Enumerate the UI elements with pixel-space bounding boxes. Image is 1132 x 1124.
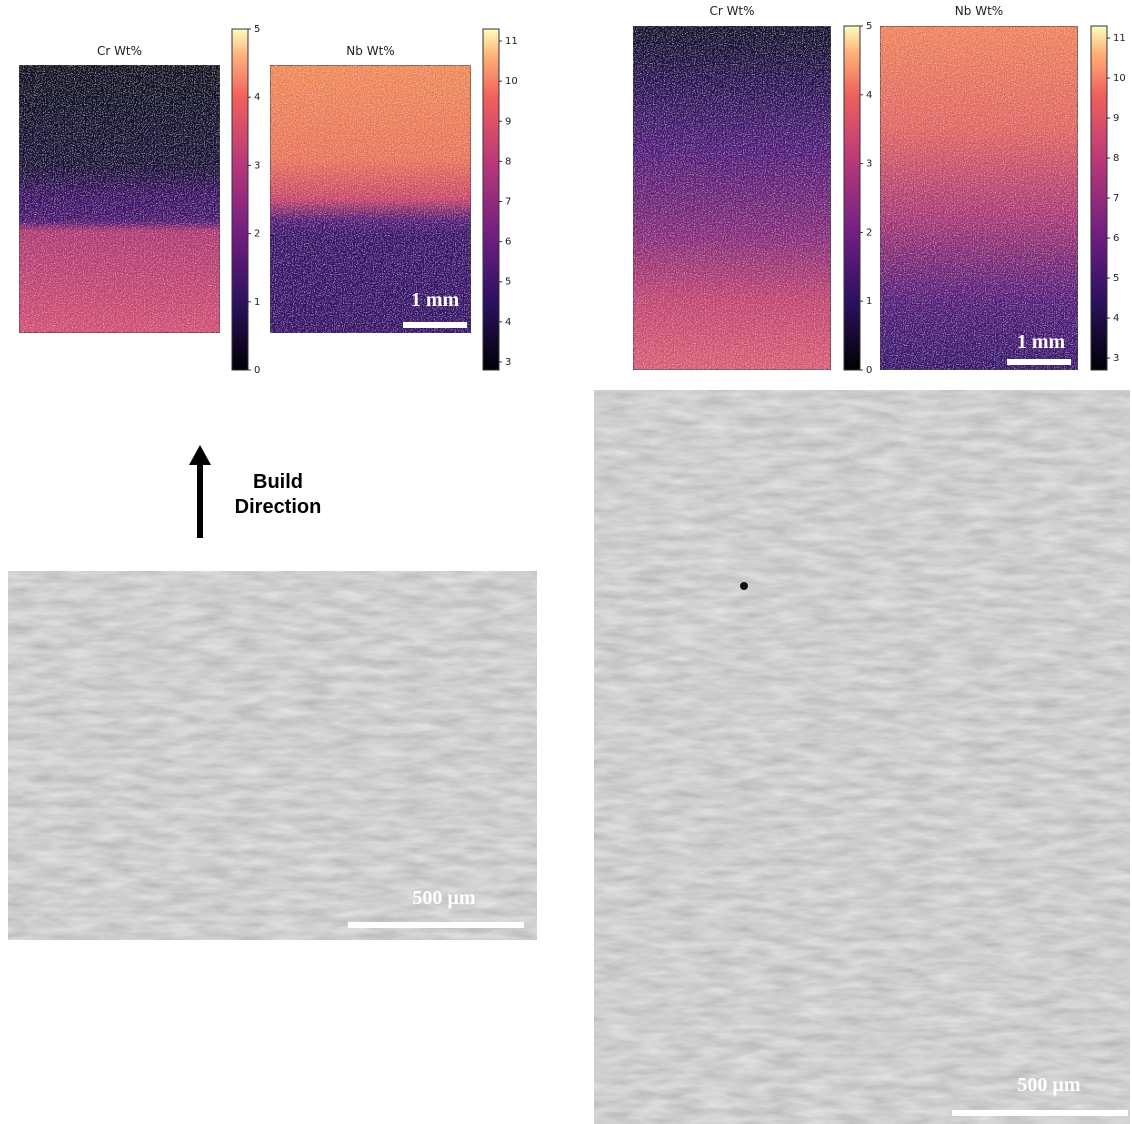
colorbar-tick-label: 3	[1113, 353, 1119, 364]
scale-bar	[1007, 359, 1071, 365]
scale-bar-label: 500 µm	[1017, 1074, 1081, 1096]
colorbar-tick-label: 6	[1113, 233, 1119, 244]
colorbar-tick-label: 1	[254, 297, 260, 308]
colorbar-tick-label: 9	[505, 116, 511, 127]
scale-bar-label: 500 µm	[412, 887, 476, 909]
figure: Cr Wt%012345Nb Wt%345678910111 mm500 µmC…	[0, 0, 1132, 1124]
colorbar-tick-label: 0	[866, 365, 872, 376]
colorbar-tick-label: 5	[1113, 273, 1119, 284]
colorbar-tick-label: 10	[505, 76, 518, 87]
scale-bar	[403, 322, 467, 328]
map-title: Nb Wt%	[955, 4, 1003, 18]
colorbar-tick-label: 4	[866, 90, 872, 101]
colorbar-tick-label: 6	[505, 237, 511, 248]
arrow-head	[189, 445, 211, 465]
colorbar-tick-label: 5	[505, 277, 511, 288]
colorbar-tick-label: 0	[254, 365, 260, 376]
colorbar-tick-label: 11	[1113, 33, 1126, 44]
colorbar-tick-label: 4	[254, 92, 260, 103]
colorbar	[1091, 26, 1107, 370]
build-direction-label: Build Direction	[222, 470, 334, 520]
map-title: Cr Wt%	[97, 44, 142, 58]
colorbar	[844, 26, 860, 370]
colorbar-tick-label: 3	[505, 357, 511, 368]
colorbar-tick-label: 4	[1113, 313, 1119, 324]
colorbar-tick-label: 8	[505, 156, 511, 167]
scale-bar-label: 1 mm	[1017, 331, 1066, 353]
figure-graphics: Cr Wt%012345Nb Wt%345678910111 mm500 µmC…	[0, 0, 1132, 1124]
cr-map	[633, 26, 831, 370]
colorbar-tick-label: 3	[254, 160, 260, 171]
nb-map	[880, 26, 1078, 370]
scale-bar	[348, 922, 524, 928]
colorbar	[232, 29, 248, 370]
colorbar-tick-label: 10	[1113, 73, 1126, 84]
sem-image	[8, 571, 537, 940]
colorbar-tick-label: 5	[254, 24, 260, 35]
colorbar-tick-label: 1	[866, 296, 872, 307]
scale-bar-label: 1 mm	[411, 289, 460, 311]
colorbar-tick-label: 2	[866, 227, 872, 238]
colorbar-tick-label: 8	[1113, 153, 1119, 164]
map-title: Nb Wt%	[346, 44, 394, 58]
colorbar	[483, 29, 499, 370]
sem-image	[594, 390, 1130, 1124]
colorbar-tick-label: 2	[254, 229, 260, 240]
colorbar-tick-label: 9	[1113, 113, 1119, 124]
cr-map	[19, 65, 220, 333]
scale-bar	[952, 1110, 1128, 1116]
map-title: Cr Wt%	[709, 4, 754, 18]
colorbar-tick-label: 7	[1113, 193, 1119, 204]
colorbar-tick-label: 11	[505, 36, 518, 47]
colorbar-tick-label: 3	[866, 159, 872, 170]
colorbar-tick-label: 4	[505, 317, 511, 328]
pore	[740, 582, 748, 590]
colorbar-tick-label: 5	[866, 21, 872, 32]
colorbar-tick-label: 7	[505, 197, 511, 208]
